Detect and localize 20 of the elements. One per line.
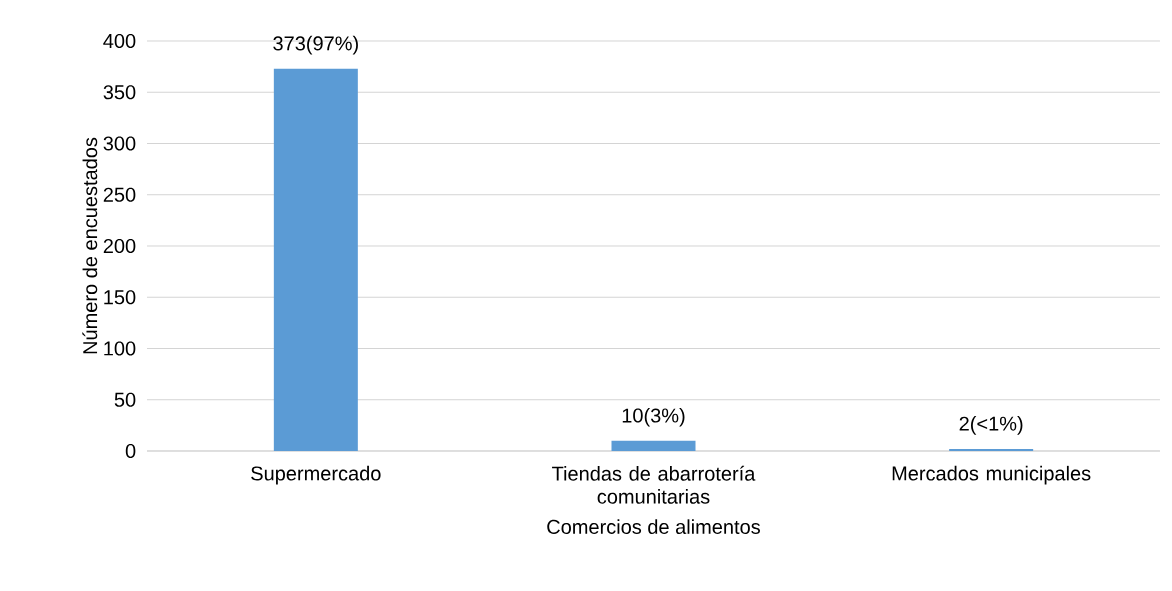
x-tick-label: Supermercado (251, 465, 381, 485)
x-tick-label: Mercados municipales (892, 465, 1091, 485)
y-tick-label: 150 (104, 290, 136, 305)
y-tick-label: 50 (114, 392, 136, 407)
data-label: 2(<1%) (959, 416, 1023, 435)
y-tick-label: 350 (103, 85, 136, 100)
y-tick-label: 100 (104, 341, 136, 356)
bar (949, 448, 1034, 451)
x-tick-label: Tiendas de abarrotería comunitarias (552, 465, 756, 504)
data-label: 373(97%) (273, 35, 358, 55)
data-label: 10(3%) (622, 407, 685, 427)
y-tick-label: 200 (103, 238, 136, 254)
bar (611, 440, 696, 451)
y-tick-label: 0 (125, 443, 136, 459)
x-axis-title: Comercios de alimentos (547, 519, 760, 534)
bar (273, 68, 358, 451)
y-tick-label: 400 (103, 33, 136, 49)
y-tick-label: 300 (103, 136, 136, 151)
y-tick-label: 250 (103, 187, 136, 202)
y-axis-title: Número de encuestados (82, 137, 98, 354)
